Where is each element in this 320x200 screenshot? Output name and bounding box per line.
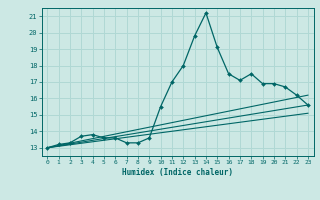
X-axis label: Humidex (Indice chaleur): Humidex (Indice chaleur): [122, 168, 233, 177]
